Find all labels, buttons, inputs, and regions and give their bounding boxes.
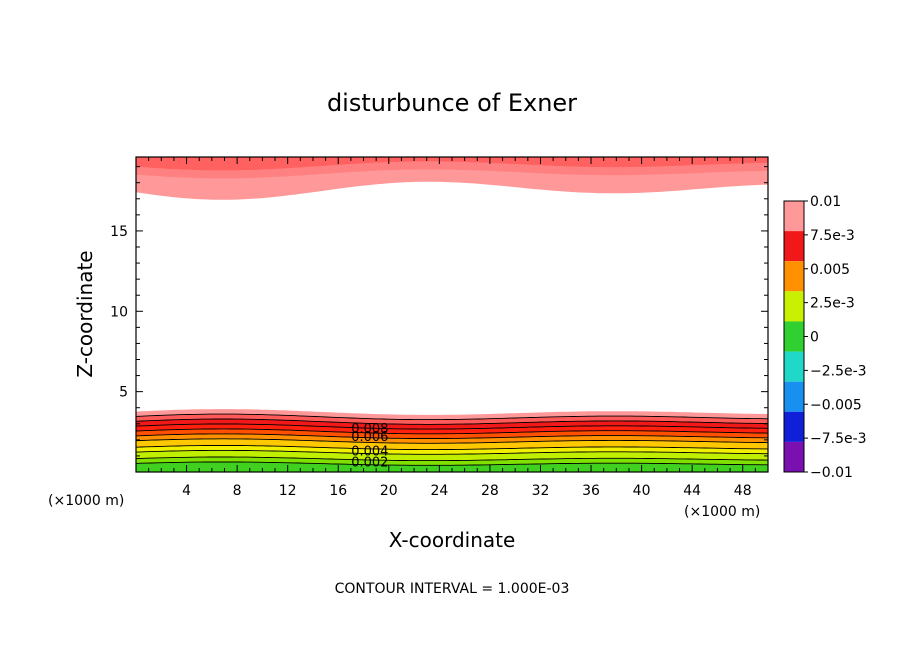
contour-label-0: 0.008 <box>351 422 388 437</box>
colorbar-swatch <box>784 441 804 472</box>
colorbar-swatch <box>784 261 804 292</box>
colorbar-tick-label: 2.5e-3 <box>810 296 855 312</box>
contour-line-0 <box>135 461 768 466</box>
contour-line-4 <box>135 438 769 444</box>
plot-fill <box>136 157 768 472</box>
x-tick-label: 16 <box>329 483 347 499</box>
x-tick-label: 44 <box>683 483 701 499</box>
colorbar-tick-label: 0.01 <box>810 194 841 210</box>
x-tick-label: 24 <box>430 483 448 499</box>
bottom-band-10 <box>136 462 768 472</box>
contour-line-6 <box>135 428 769 435</box>
x-axis-label: X-coordinate <box>389 528 516 552</box>
contour-label-3: 0.002 <box>351 456 388 471</box>
x-tick-label: 20 <box>380 483 398 499</box>
colorbar-swatch <box>784 291 804 322</box>
x-axis-ticks: 4 8 12 16 20 24 28 32 36 40 44 48 <box>148 157 756 499</box>
y-tick-label: 15 <box>110 224 128 240</box>
contour-line-2 <box>135 449 768 455</box>
contour-line-1 <box>135 456 769 462</box>
contour-interval-note: CONTOUR INTERVAL = 1.000E-03 <box>335 581 570 597</box>
contour-line-8 <box>135 418 768 425</box>
x-tick-label: 40 <box>633 483 651 499</box>
colorbar-swatch <box>784 231 804 262</box>
top-band-2 <box>136 157 768 171</box>
colorbar-swatch <box>784 201 804 232</box>
contour-line-3 <box>135 445 768 451</box>
y-axis-ticks: 5 10 15 <box>110 166 768 457</box>
x-unit-label-left: (×1000 m) <box>48 493 124 509</box>
contour-lines <box>135 413 769 466</box>
colorbar-swatch <box>784 411 804 442</box>
y-axis-label: Z-coordinate <box>73 250 97 377</box>
contour-line-9 <box>135 413 769 421</box>
colorbar-swatch <box>784 351 804 382</box>
y-tick-label: 10 <box>110 304 128 320</box>
colorbar-tick-label: 0 <box>810 330 819 346</box>
x-tick-label: 32 <box>532 483 550 499</box>
colorbar-swatch <box>784 321 804 352</box>
y-tick-label: 5 <box>119 385 128 401</box>
contour-label-2: 0.004 <box>351 444 388 459</box>
colorbar-tick-label: 7.5e-3 <box>810 228 855 244</box>
chart-title: disturbunce of Exner <box>327 89 577 117</box>
x-unit-label-right: (×1000 m) <box>684 504 760 520</box>
colorbar-tick-label: −0.01 <box>810 465 853 481</box>
contour-line-7 <box>135 423 769 430</box>
colorbar-tick-label: −0.005 <box>810 397 862 413</box>
contour-line-5 <box>135 433 768 439</box>
colorbar-tick-label: −7.5e-3 <box>810 431 867 447</box>
contour-label-1: 0.006 <box>351 430 388 445</box>
x-tick-label: 4 <box>182 483 191 499</box>
x-tick-label: 12 <box>279 483 297 499</box>
x-tick-label: 28 <box>481 483 499 499</box>
x-tick-label: 8 <box>233 483 242 499</box>
colorbar-tick-label: 0.005 <box>810 262 850 278</box>
colorbar-swatch <box>784 381 804 412</box>
x-tick-label: 48 <box>734 483 752 499</box>
colorbar-tick-label: −2.5e-3 <box>810 363 867 379</box>
x-tick-label: 36 <box>582 483 600 499</box>
colorbar: 0.01 7.5e-3 0.005 2.5e-3 0 −2.5e-3 −0.005 −7.5e… <box>783 194 867 481</box>
